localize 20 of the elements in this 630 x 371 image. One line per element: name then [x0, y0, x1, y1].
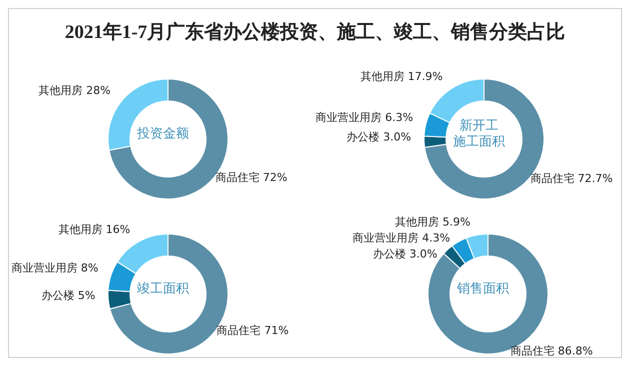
slice-label: 商业营业用房 6.3% — [316, 110, 414, 124]
text: 新开工施工面积 — [453, 118, 505, 150]
slice-label: 商品住宅 71% — [216, 324, 289, 338]
slice-label: 办公楼 3.0% — [346, 130, 412, 144]
text: 销售面积 — [456, 282, 509, 296]
slice-label: 商业营业用房 4.3% — [352, 232, 450, 245]
slice-label: 其他用房 17.9% — [360, 70, 443, 83]
slice-label: 其他用房 5.9% — [395, 216, 470, 229]
slice-label: 办公楼 3.0% — [372, 248, 438, 261]
slice-label: 商品住宅 86.8% — [510, 344, 593, 358]
slice-label: 商品住宅 72% — [215, 170, 288, 184]
text: 2021年1-7月广东省办公楼投资、施工、竣工、销售分类占比 — [64, 20, 566, 45]
text: 投资金额 — [136, 126, 189, 142]
slice-label: 商业营业用房 8% — [11, 261, 98, 274]
donut-slice — [109, 234, 228, 354]
slice-label: 办公楼 5% — [41, 288, 96, 302]
slice-label: 其他用房 28% — [38, 84, 111, 98]
slice-label: 商品住宅 72.7% — [530, 172, 613, 186]
text: 竣工面积 — [137, 282, 189, 296]
slice-label: 其他用房 16% — [58, 222, 130, 236]
